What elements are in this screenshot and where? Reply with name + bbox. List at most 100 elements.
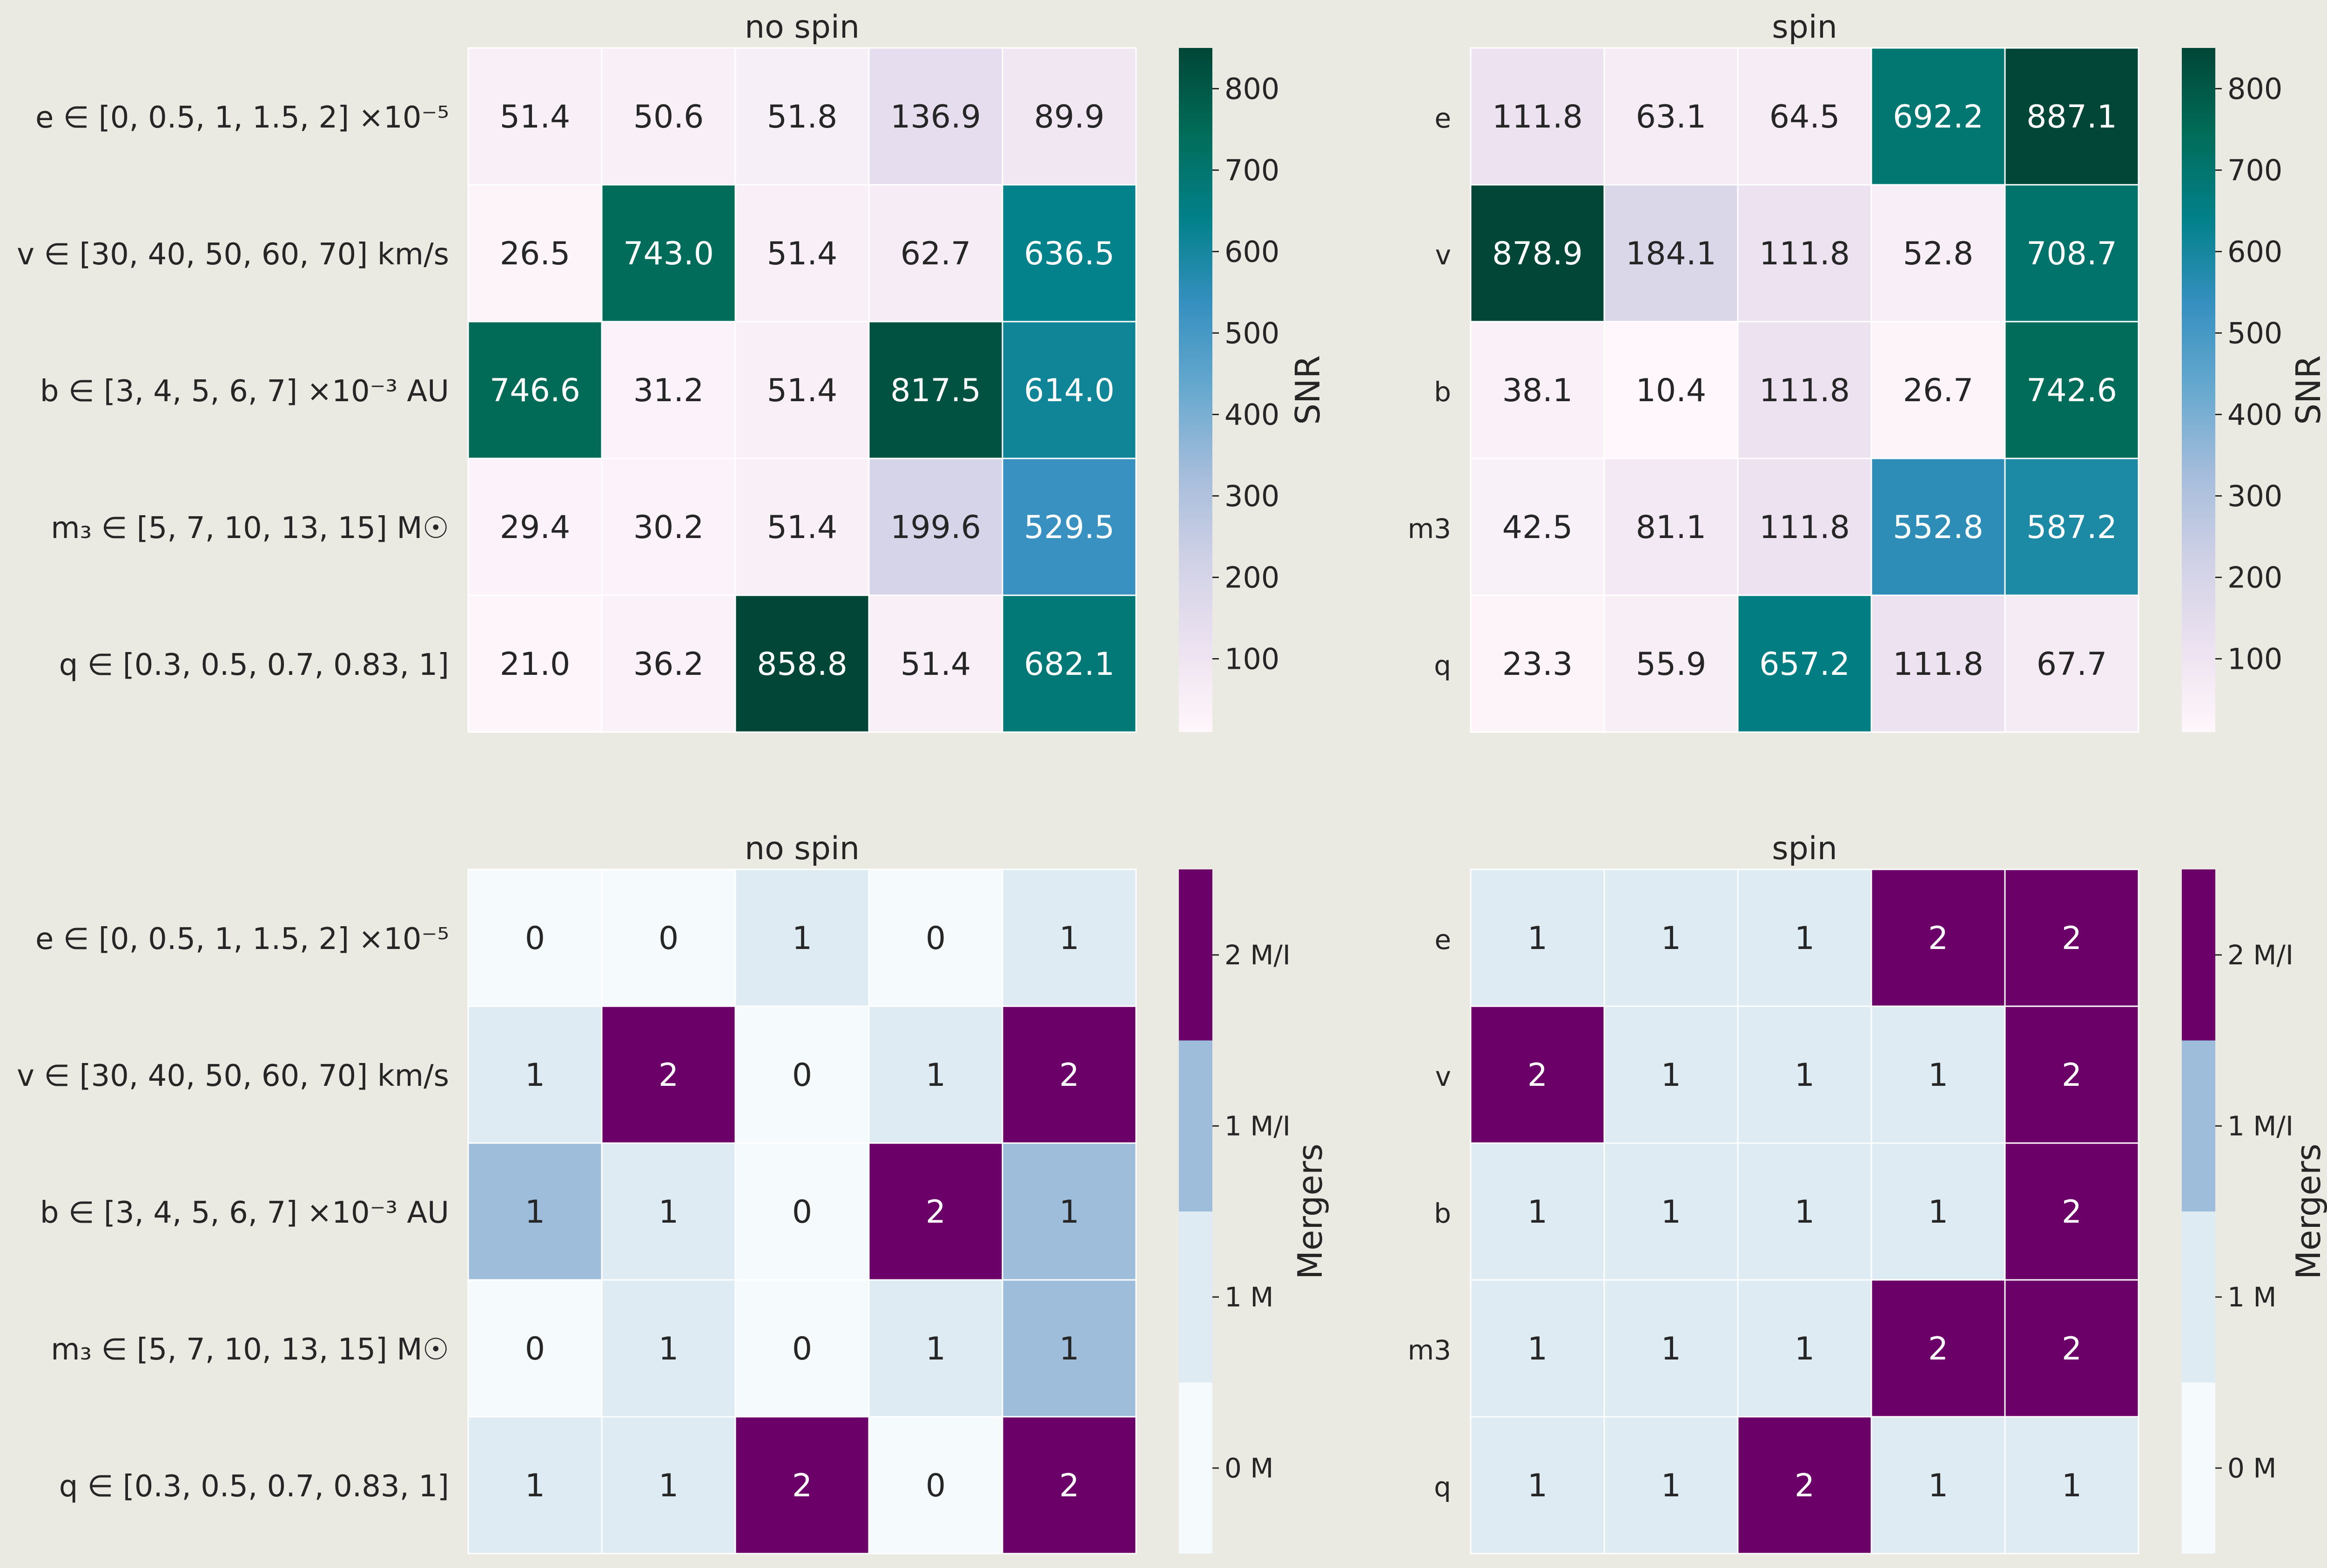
cell-value-label: 64.5 bbox=[1769, 99, 1840, 135]
colorbar-tick-label: 800 bbox=[1224, 72, 1279, 106]
heatmap-panel-4: spin 1 1 1 2 2 2 1 1 1 2 1 1 1 1 2 1 1 1 2 2 1 1 2 1 1 e v b m3 q 0 M 1 … bbox=[1408, 830, 2327, 1555]
panel-title: no spin bbox=[745, 9, 860, 46]
colorbar-gradient bbox=[1179, 48, 1212, 732]
cell-value-label: 2 bbox=[792, 1467, 812, 1504]
cell-value-label: 1 bbox=[1928, 1057, 1948, 1094]
cell-value-label: 184.1 bbox=[1626, 236, 1716, 272]
heatmap-cell bbox=[1737, 458, 1872, 596]
cell-value-label: 878.9 bbox=[1492, 236, 1583, 272]
heatmap-cell bbox=[601, 594, 736, 733]
colorbar-tick-label: 0 M bbox=[2227, 1452, 2276, 1484]
cell-value-label: 529.5 bbox=[1024, 509, 1115, 546]
colorbar-tick-label: 1 M/I bbox=[2227, 1110, 2293, 1142]
heatmap-cell bbox=[2004, 1142, 2139, 1281]
heatmap-cell bbox=[868, 1416, 1003, 1555]
heatmap-cell bbox=[1737, 1142, 1872, 1281]
cell-value-label: 89.9 bbox=[1034, 99, 1104, 135]
heatmap-cell bbox=[1470, 1142, 1605, 1281]
heatmap-cell bbox=[1737, 594, 1872, 733]
colorbar-tick-label: 700 bbox=[1224, 154, 1279, 188]
cell-value-label: 1 bbox=[792, 920, 812, 957]
colorbar: 0 M 1 M 1 M/I 2 M/I Mergers bbox=[2182, 869, 2327, 1554]
colorbar-tick-label: 200 bbox=[1224, 561, 1279, 595]
cell-value-label: 1 bbox=[1527, 1194, 1547, 1231]
heatmap-cell bbox=[1470, 321, 1605, 459]
cell-value-label: 26.5 bbox=[500, 236, 570, 272]
cell-value-label: 0 bbox=[659, 920, 679, 957]
cell-value-label: 136.9 bbox=[890, 99, 981, 135]
heatmap-cell bbox=[1470, 458, 1605, 596]
cell-value-label: 1 bbox=[1059, 1331, 1079, 1367]
panel-title: no spin bbox=[745, 830, 860, 867]
cell-value-label: 63.1 bbox=[1636, 99, 1706, 135]
cell-value-label: 26.7 bbox=[1903, 372, 1973, 409]
heatmap-cell bbox=[1603, 1142, 1739, 1281]
cell-value-label: 682.1 bbox=[1024, 646, 1115, 683]
cell-value-label: 51.4 bbox=[500, 99, 570, 135]
cell-value-label: 2 bbox=[1928, 920, 1948, 957]
heatmap-cell bbox=[467, 594, 603, 733]
heatmap-cell bbox=[1470, 1005, 1605, 1144]
heatmap-cell bbox=[868, 321, 1003, 459]
heatmap-panel-2: spin 111.8 63.1 64.5 692.2 887.1 878.9 184.1 111… bbox=[1408, 9, 2327, 733]
heatmap-cell bbox=[1603, 458, 1739, 596]
heatmap-cell bbox=[1002, 1416, 1137, 1555]
cell-value-label: 1 bbox=[1795, 1057, 1815, 1094]
colorbar-tick-label: 800 bbox=[2227, 72, 2282, 106]
colorbar-segment bbox=[1179, 869, 1212, 1041]
colorbar-tick-label: 500 bbox=[2227, 316, 2282, 350]
heatmap-cell bbox=[1870, 1005, 2006, 1144]
row-label: q bbox=[1434, 1471, 1451, 1503]
colorbar-tick-label: 1 M bbox=[1224, 1281, 1273, 1313]
heatmap-cell bbox=[467, 1279, 603, 1418]
cell-value-label: 0 bbox=[525, 920, 545, 957]
colorbar-tick-label: 600 bbox=[1224, 235, 1279, 269]
heatmap-cell bbox=[1603, 321, 1739, 459]
heatmap-cell bbox=[868, 1279, 1003, 1418]
cell-value-label: 36.2 bbox=[633, 646, 704, 683]
colorbar-tick-label: 500 bbox=[1224, 316, 1279, 350]
heatmap-cell bbox=[2004, 458, 2139, 596]
heatmap-cell bbox=[1002, 321, 1137, 459]
heatmap-cell bbox=[734, 321, 870, 459]
heatmap-cell bbox=[734, 868, 870, 1007]
panel-title: spin bbox=[1772, 9, 1837, 46]
row-label: m3 bbox=[1408, 1334, 1451, 1366]
heatmap-cell bbox=[1603, 1279, 1739, 1418]
heatmap-cell bbox=[734, 184, 870, 323]
heatmap-cell bbox=[1737, 1416, 1872, 1555]
cell-value-label: 10.4 bbox=[1636, 372, 1706, 409]
cell-value-label: 1 bbox=[1527, 1467, 1547, 1504]
heatmap-cell bbox=[1870, 184, 2006, 323]
heatmap-cell bbox=[1737, 1279, 1872, 1418]
cell-value-label: 1 bbox=[1661, 1331, 1681, 1367]
cell-value-label: 23.3 bbox=[1502, 646, 1573, 683]
heatmap-cell bbox=[2004, 1416, 2139, 1555]
cell-value-label: 51.4 bbox=[767, 372, 837, 409]
cell-value-label: 30.2 bbox=[633, 509, 704, 546]
colorbar-tick-label: 200 bbox=[2227, 561, 2282, 595]
cell-value-label: 31.2 bbox=[633, 372, 704, 409]
heatmap-cell bbox=[2004, 184, 2139, 323]
heatmap-panel-1: no spin 51.4 50.6 51.8 136.9 89.9 26.5 743.0 51.… bbox=[17, 9, 1327, 733]
cell-value-label: 51.4 bbox=[767, 236, 837, 272]
heatmap-cell bbox=[467, 1005, 603, 1144]
row-label: v bbox=[1435, 1061, 1451, 1092]
row-label: q bbox=[1434, 650, 1451, 681]
cell-value-label: 708.7 bbox=[2026, 236, 2117, 272]
cell-value-label: 1 bbox=[1059, 920, 1079, 957]
colorbar: 100 200 300 400 500 600 700 800 SNR bbox=[2182, 48, 2327, 732]
cell-value-label: 746.6 bbox=[490, 372, 580, 409]
cell-value-label: 1 bbox=[926, 1331, 946, 1367]
cell-value-label: 2 bbox=[926, 1194, 946, 1231]
heatmap-cell bbox=[734, 1005, 870, 1144]
heatmap-cell bbox=[601, 1142, 736, 1281]
cell-value-label: 51.4 bbox=[901, 646, 971, 683]
heatmap-cell bbox=[1002, 1279, 1137, 1418]
colorbar-tick-label: 1 M bbox=[2227, 1281, 2276, 1313]
cell-value-label: 1 bbox=[1527, 920, 1547, 957]
heatmap-cell bbox=[601, 321, 736, 459]
cell-value-label: 1 bbox=[1661, 1194, 1681, 1231]
row-label: e ∈ [0, 0.5, 1, 1.5, 2] ×10⁻⁵ bbox=[35, 922, 449, 956]
colorbar-tick-label: 700 bbox=[2227, 154, 2282, 188]
